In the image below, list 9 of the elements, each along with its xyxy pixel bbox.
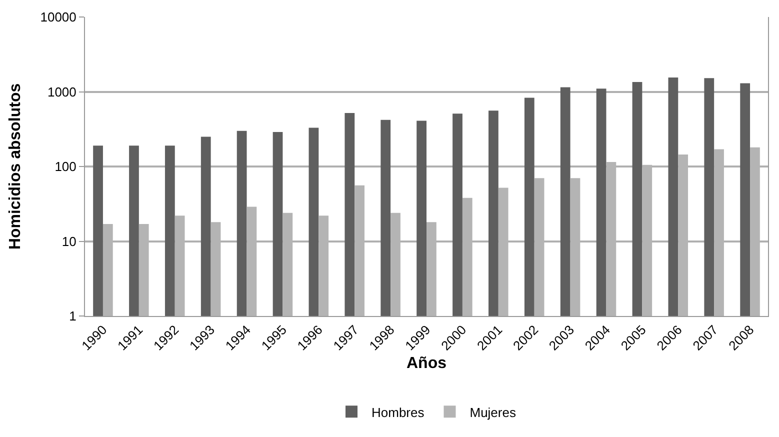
y-tick-label: 1	[69, 308, 76, 324]
y-tick-label: 1000	[47, 84, 76, 100]
y-tick-label: 10000	[40, 10, 76, 25]
y-axis-title: Homicidios absolutos	[7, 83, 24, 250]
legend-label: Hombres	[372, 404, 425, 420]
legend-label: Mujeres	[470, 404, 516, 420]
y-tick-label: 100	[54, 159, 76, 174]
x-axis-title: Años	[406, 354, 447, 372]
y-tick-label: 10	[62, 234, 76, 249]
